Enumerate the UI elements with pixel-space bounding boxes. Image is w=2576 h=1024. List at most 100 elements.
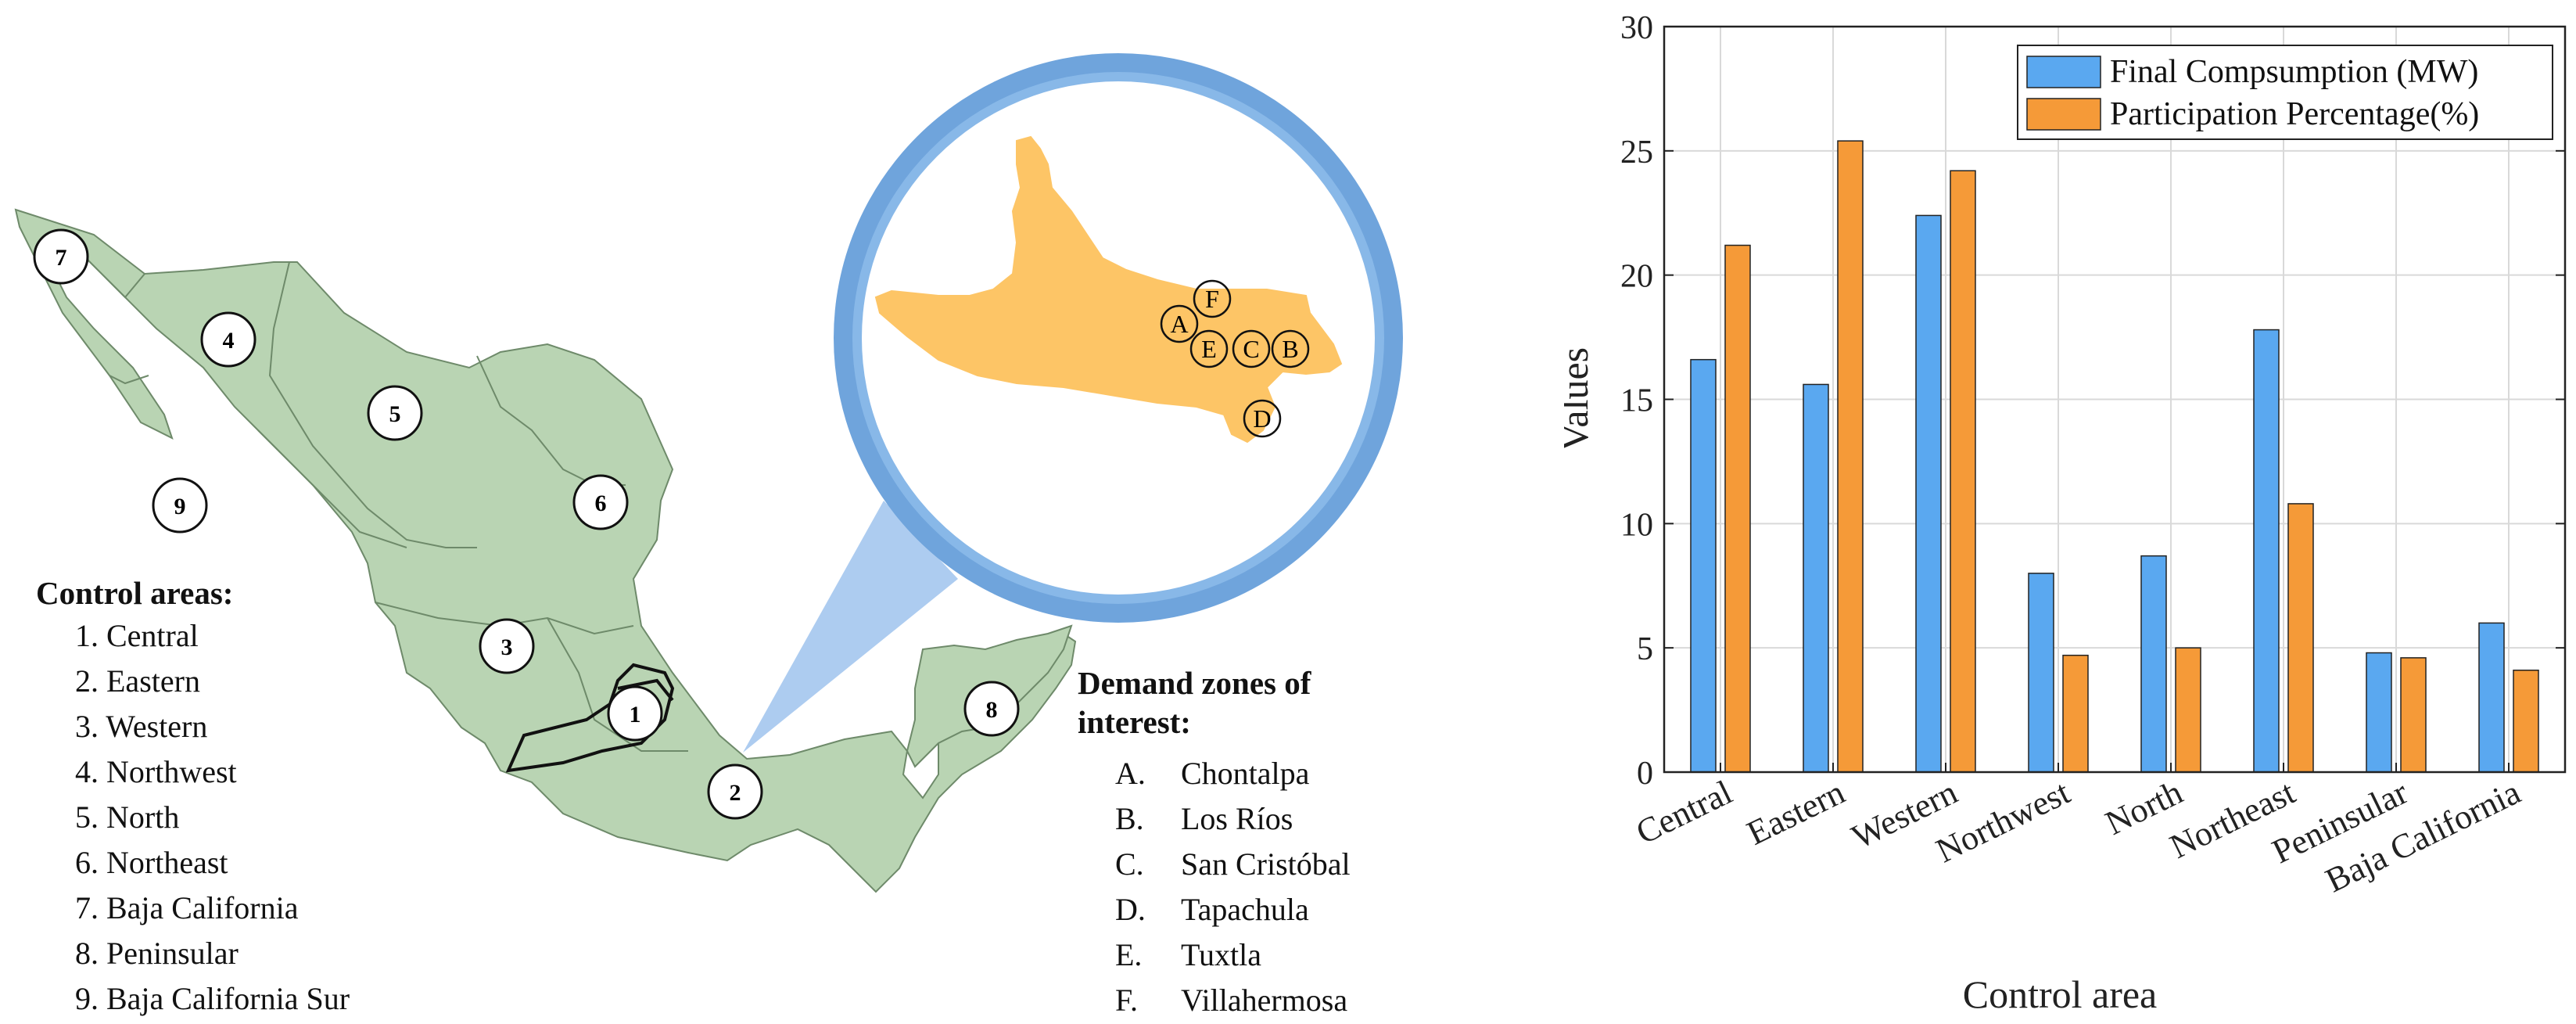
zone-markers: A BC D EF [1160, 279, 1310, 438]
demand-zone-name: Tuxtla [1181, 937, 1262, 972]
bar-northwest-series-1 [2062, 654, 2089, 773]
area-marker-label: 8 [986, 697, 998, 723]
control-areas-heading: Control areas: [36, 575, 234, 611]
control-area-item: 2. Eastern [75, 663, 200, 699]
demand-zones-list: A. Chontalpa B. Los Ríos C. San Cristóbal D. Ta… [1115, 751, 1351, 1023]
control-area-item: 6. Northeast [75, 845, 228, 880]
zone-marker-A: A [1160, 304, 1199, 343]
y-tick-label: 10 [1620, 507, 1653, 543]
bar-central-series-1 [1724, 244, 1751, 773]
bar-eastern-series-0 [1803, 383, 1829, 773]
area-marker-label: 7 [56, 245, 67, 271]
zone-marker-label: E [1201, 335, 1217, 363]
zone-marker-label: B [1282, 335, 1298, 363]
demand-zone-name: San Cristóbal [1181, 846, 1351, 882]
series-0 [1690, 214, 2505, 773]
demand-zone-letter: F. [1115, 983, 1139, 1018]
area-markers: 1 2 3 4 5 6 7 8 9 [33, 228, 1020, 820]
demand-zone-name: Los Ríos [1181, 801, 1293, 836]
zone-marker-C: C [1232, 329, 1271, 368]
y-tick-label: 15 [1620, 383, 1653, 419]
bar-northeast-series-1 [2287, 503, 2314, 773]
demand-zone-item: D. Tapachula [1115, 887, 1351, 932]
area-marker-7: 7 [33, 228, 89, 285]
control-area-item: 5. North [75, 799, 180, 835]
x-axis-label: Control area [1963, 972, 2158, 1016]
control-area-item: 3. Western [75, 709, 208, 744]
central-area-outline [505, 663, 675, 773]
area-marker-8: 8 [963, 681, 1020, 737]
legend-swatch-1 [2026, 98, 2101, 131]
area-marker-label: 4 [223, 328, 235, 354]
area-marker-6: 6 [572, 474, 629, 530]
legend: Final Compsumption (MW) Participation Per… [2017, 45, 2553, 140]
bar-north-series-0 [2140, 555, 2167, 773]
mexico-map: 1 2 3 4 5 6 7 8 9 A BC D EF [14, 53, 1403, 893]
y-tick-label: 20 [1620, 259, 1653, 295]
control-area-item: 7. Baja California [75, 890, 299, 925]
control-area-item: 1. Central [75, 618, 199, 653]
demand-zones-heading-line1: Demand zones of [1078, 665, 1311, 701]
area-marker-2: 2 [707, 764, 763, 820]
y-axis-label: Values [1564, 347, 1596, 451]
bar-north-series-1 [2175, 647, 2201, 773]
area-marker-9: 9 [152, 477, 208, 534]
control-area-item: 8. Peninsular [75, 936, 239, 971]
bar-northeast-series-0 [2253, 329, 2280, 773]
demand-zone-item: C. San Cristóbal [1115, 842, 1351, 887]
bar-northwest-series-0 [2028, 573, 2054, 773]
bar-western-series-0 [1915, 214, 1942, 773]
demand-zone-name: Villahermosa [1181, 983, 1348, 1018]
demand-zone-item: A. Chontalpa [1115, 751, 1351, 796]
y-tick-label: 25 [1620, 135, 1653, 171]
demand-zones-heading: Demand zones of interest: [1078, 663, 1311, 742]
area-marker-1: 1 [607, 685, 663, 742]
demand-zone-letter: D. [1115, 892, 1146, 927]
control-area-item: 9. Baja California Sur [75, 981, 350, 1016]
zone-marker-label: C [1243, 335, 1259, 363]
zoom-inset: A BC D EF [834, 53, 1403, 623]
area-marker-3: 3 [479, 618, 535, 674]
demand-zone-name: Chontalpa [1181, 756, 1310, 791]
demand-zone-letter: C. [1115, 846, 1144, 882]
bar-eastern-series-1 [1837, 140, 1864, 773]
demand-zones-heading-line2: interest: [1078, 704, 1191, 740]
legend-box [2017, 45, 2553, 140]
zoom-callout-cone [743, 501, 958, 753]
zone-marker-E: E [1189, 329, 1229, 368]
y-ticks: 0 5 10 15 20 25 30 [1620, 10, 2565, 792]
region-borders [85, 257, 688, 752]
area-marker-label: 5 [389, 401, 401, 427]
y-tick-label: 0 [1637, 756, 1653, 792]
bar-peninsular-series-0 [2366, 652, 2392, 773]
control-area-item: 4. Northwest [75, 754, 237, 789]
zone-marker-B: B [1271, 329, 1310, 368]
zone-marker-label: F [1205, 285, 1219, 313]
area-marker-label: 2 [730, 780, 741, 806]
zone-marker-label: A [1170, 310, 1188, 338]
area-marker-4: 4 [200, 311, 257, 368]
legend-label-1: Participation Percentage(%) [2110, 96, 2479, 132]
demand-zone-item: B. Los Ríos [1115, 796, 1351, 842]
area-marker-label: 6 [595, 490, 607, 516]
area-marker-label: 1 [630, 702, 641, 728]
control-areas-list: 1. Central 2. Eastern 3. Western 4. Northwe… [75, 613, 350, 1022]
legend-label-0: Final Compsumption (MW) [2110, 54, 2478, 90]
area-marker-label: 3 [501, 634, 513, 660]
zone-marker-F: F [1193, 279, 1232, 318]
demand-zone-item: E. Tuxtla [1115, 932, 1351, 978]
demand-zone-letter: A. [1115, 756, 1146, 791]
demand-zone-name: Tapachula [1181, 892, 1309, 927]
demand-zone-letter: B. [1115, 801, 1144, 836]
zone-marker-D: D [1243, 399, 1282, 438]
area-marker-label: 9 [174, 494, 186, 519]
zone-marker-label: D [1253, 404, 1271, 433]
bar-central-series-0 [1690, 358, 1717, 773]
area-marker-5: 5 [367, 385, 423, 441]
x-tick-label: Eastern [1741, 773, 1850, 853]
series-1 [1724, 140, 2539, 773]
bar-chart: 0 5 10 15 20 25 30 Central EasternWesternNorthwe… [1564, 10, 2567, 1016]
legend-swatch-0 [2026, 56, 2101, 88]
y-tick-label: 5 [1637, 631, 1653, 667]
